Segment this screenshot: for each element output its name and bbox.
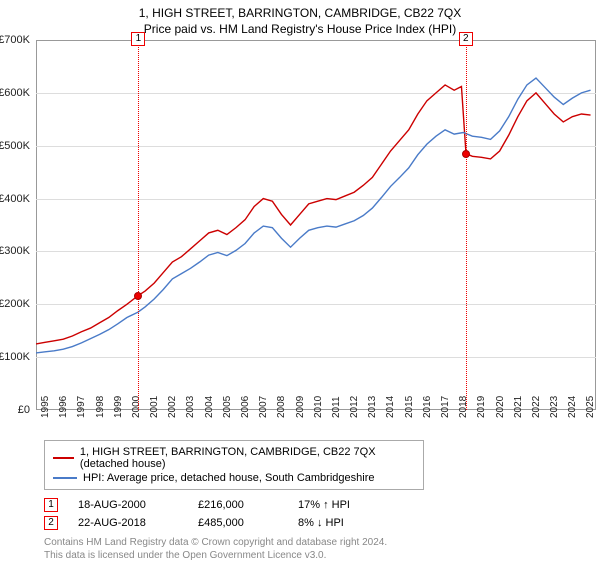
y-axis-label: £700K [0, 34, 30, 46]
chart-title-line2: Price paid vs. HM Land Registry's House … [0, 20, 600, 40]
event-delta-1: 17% ↑ HPI [298, 499, 350, 511]
y-axis-label: £0 [18, 404, 30, 416]
arrow-down-icon: ↓ [317, 517, 323, 529]
event-vline [138, 40, 139, 410]
series-property [36, 85, 591, 344]
line-series [36, 40, 596, 410]
footnote: Contains HM Land Registry data © Crown c… [44, 536, 600, 562]
y-axis-label: £300K [0, 245, 30, 257]
legend-label-hpi: HPI: Average price, detached house, Sout… [83, 472, 374, 484]
event-marker-1: 1 [44, 498, 58, 512]
event-delta-2: 8% ↓ HPI [298, 517, 344, 529]
y-axis-label: £400K [0, 193, 30, 205]
chart-title-line1: 1, HIGH STREET, BARRINGTON, CAMBRIDGE, C… [0, 0, 600, 20]
footnote-line1: Contains HM Land Registry data © Crown c… [44, 536, 600, 549]
events-table: 1 18-AUG-2000 £216,000 17% ↑ HPI 2 22-AU… [44, 496, 600, 532]
y-axis-label: £100K [0, 351, 30, 363]
y-axis-label: £500K [0, 140, 30, 152]
chart-area: £0£100K£200K£300K£400K£500K£600K£700K 19… [36, 40, 596, 410]
footnote-line2: This data is licensed under the Open Gov… [44, 549, 600, 562]
legend-label-property: 1, HIGH STREET, BARRINGTON, CAMBRIDGE, C… [80, 446, 415, 470]
event-row-1: 1 18-AUG-2000 £216,000 17% ↑ HPI [44, 496, 600, 514]
legend-box: 1, HIGH STREET, BARRINGTON, CAMBRIDGE, C… [44, 440, 424, 490]
event-marker-box: 2 [459, 32, 473, 46]
event-row-2: 2 22-AUG-2018 £485,000 8% ↓ HPI [44, 514, 600, 532]
event-date-1: 18-AUG-2000 [78, 499, 178, 511]
event-vline [466, 40, 467, 410]
event-price-2: £485,000 [198, 517, 278, 529]
y-axis-label: £200K [0, 298, 30, 310]
legend-row-property: 1, HIGH STREET, BARRINGTON, CAMBRIDGE, C… [53, 445, 415, 471]
event-marker-box: 1 [131, 32, 145, 46]
legend-swatch-hpi [53, 477, 77, 479]
arrow-up-icon: ↑ [323, 499, 329, 511]
series-hpi [36, 78, 591, 353]
event-marker-2: 2 [44, 516, 58, 530]
legend-swatch-property [53, 457, 74, 459]
event-dot [134, 292, 142, 300]
event-price-1: £216,000 [198, 499, 278, 511]
y-axis-label: £600K [0, 87, 30, 99]
event-dot [462, 150, 470, 158]
event-date-2: 22-AUG-2018 [78, 517, 178, 529]
legend-row-hpi: HPI: Average price, detached house, Sout… [53, 471, 415, 485]
